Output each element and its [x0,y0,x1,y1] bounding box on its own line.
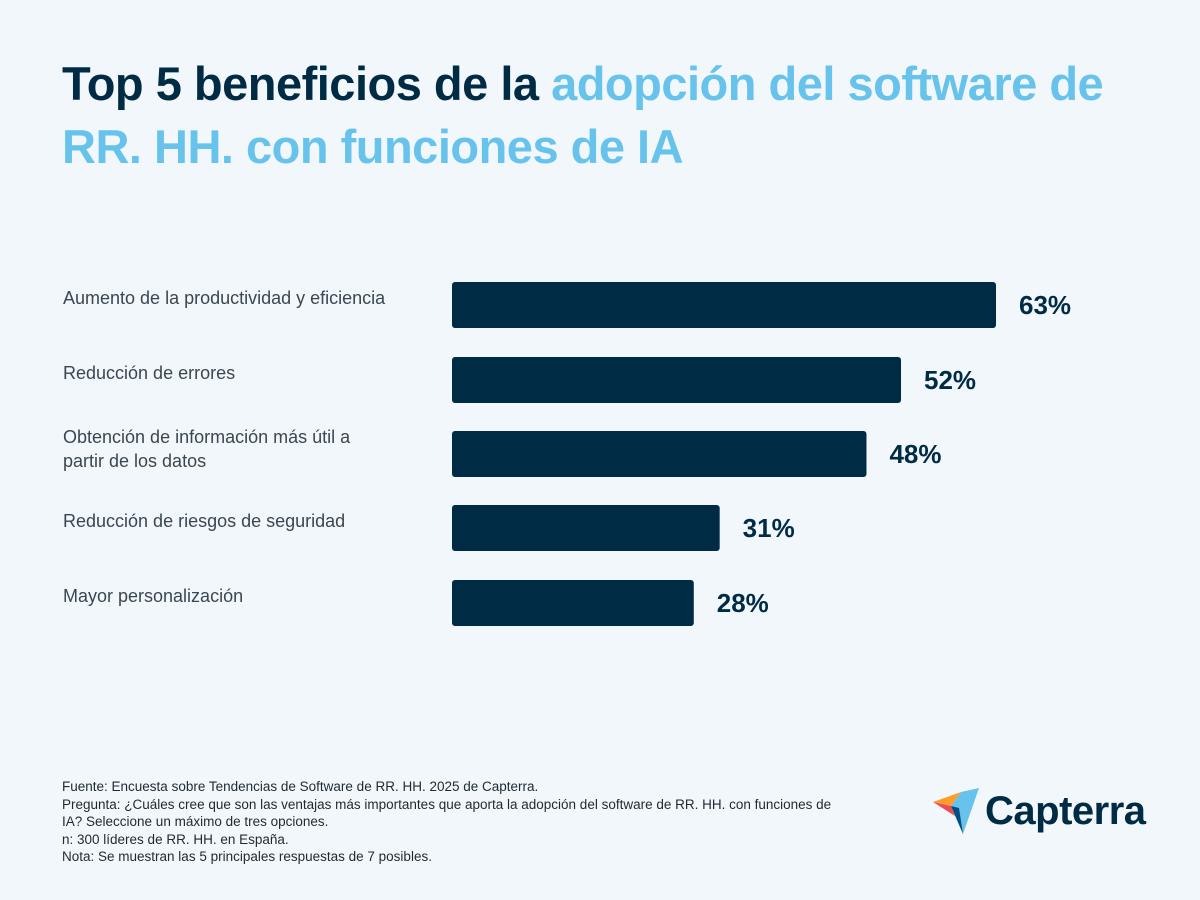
bar-chart: 63% Aumento de la productividad y eficien… [63,282,1071,626]
value-label: 52% [924,365,976,395]
category-label: Reducción de riesgos de seguridad [63,511,345,531]
footer-question: Pregunta: ¿Cuáles cree que son las venta… [62,796,832,830]
footer-note: Nota: Se muestran las 5 principales resp… [62,849,432,864]
footer-notes: Fuente: Encuesta sobre Tendencias de Sof… [62,778,842,866]
bar [452,580,694,626]
capterra-arrow-icon [933,788,979,834]
category-label-line: Aumento de la productividad y eficiencia [63,288,386,308]
footer-source: Fuente: Encuesta sobre Tendencias de Sof… [62,779,539,794]
category-label-line: Reducción de riesgos de seguridad [63,511,345,531]
capterra-logo: Capterra [933,788,1146,834]
chart-title: Top 5 beneficios de la adopción del soft… [62,52,1162,178]
value-label: 31% [743,513,795,543]
value-label: 63% [1019,290,1071,320]
category-label: Mayor personalización [63,586,243,606]
title-part-dark: Top 5 beneficios de la [62,57,552,110]
value-label: 48% [889,439,941,469]
title-part-highlight: adopción del software de RR. HH. con fun… [62,57,1104,173]
bar [452,505,720,551]
bar [452,431,867,477]
category-label: Aumento de la productividad y eficiencia [63,288,386,308]
capterra-wordmark: Capterra [985,788,1146,833]
category-label-line: Obtención de información más útil a [63,427,351,447]
category-label-line: Reducción de errores [63,363,235,383]
category-label-line: partir de los datos [63,451,206,471]
footer-sample: n: 300 líderes de RR. HH. en España. [62,831,289,847]
bar [452,282,996,328]
category-label-line: Mayor personalización [63,586,243,606]
category-label: Obtención de información más útil a parti… [63,427,351,471]
value-label: 28% [717,588,769,618]
category-label: Reducción de errores [63,363,235,383]
bar [452,357,902,403]
